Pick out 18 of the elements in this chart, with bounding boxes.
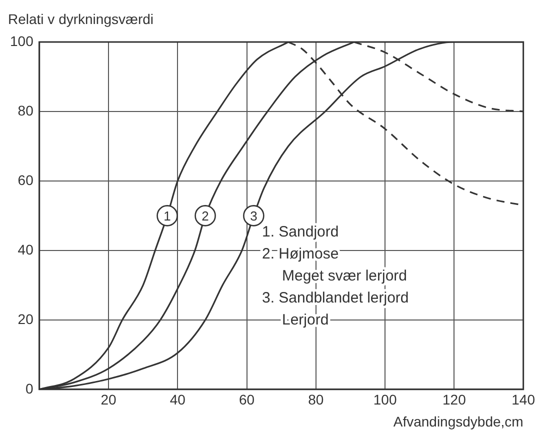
x-tick-label: 40 bbox=[170, 392, 186, 408]
y-tick-label: 100 bbox=[10, 32, 34, 49]
y-tick-label: 60 bbox=[18, 172, 34, 188]
x-tick-label: 120 bbox=[442, 392, 466, 408]
x-axis-title: Afvandingsdybde,cm bbox=[393, 413, 524, 430]
x-tick-label: 100 bbox=[373, 392, 397, 408]
series-label: 2 bbox=[202, 208, 209, 224]
x-tick-label: 80 bbox=[308, 392, 324, 408]
series-label: 3 bbox=[250, 208, 258, 224]
x-tick-label: 60 bbox=[238, 392, 255, 408]
x-tick-label: 140 bbox=[512, 392, 536, 408]
y-tick-label: 20 bbox=[18, 310, 34, 327]
y-tick-label: 80 bbox=[18, 102, 34, 118]
series-label: 1 bbox=[164, 208, 171, 224]
y-tick-label: 0 bbox=[26, 380, 34, 396]
y-tick-label: 40 bbox=[18, 241, 34, 258]
y-axis-title: Relati v dyrkningsværdi bbox=[8, 11, 154, 27]
x-tick-label: 20 bbox=[100, 392, 116, 408]
